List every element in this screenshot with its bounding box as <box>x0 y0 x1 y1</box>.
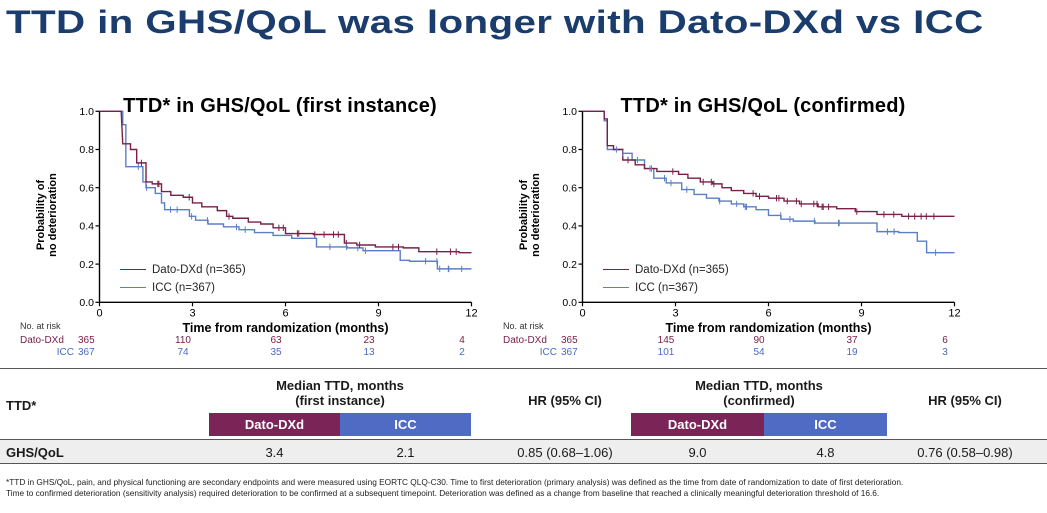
svg-text:0.6: 0.6 <box>79 182 94 194</box>
svg-text:3: 3 <box>189 308 195 320</box>
svg-text:0.0: 0.0 <box>79 297 94 309</box>
svg-text:1.0: 1.0 <box>79 106 94 118</box>
svg-text:6: 6 <box>282 308 288 320</box>
svg-text:0.4: 0.4 <box>79 221 94 233</box>
svg-text:9: 9 <box>858 308 864 320</box>
svg-text:12: 12 <box>465 308 477 320</box>
svg-text:0.6: 0.6 <box>562 182 577 194</box>
svg-text:0.0: 0.0 <box>562 297 577 309</box>
svg-text:0.8: 0.8 <box>79 144 94 156</box>
svg-text:1.0: 1.0 <box>562 106 577 118</box>
svg-text:0.2: 0.2 <box>562 259 577 271</box>
svg-text:3: 3 <box>672 308 678 320</box>
svg-text:12: 12 <box>948 308 960 320</box>
svg-text:9: 9 <box>375 308 381 320</box>
svg-text:0: 0 <box>96 308 102 320</box>
svg-text:0.4: 0.4 <box>562 221 577 233</box>
svg-text:0.2: 0.2 <box>79 259 94 271</box>
svg-text:0.8: 0.8 <box>562 144 577 156</box>
svg-text:0: 0 <box>579 308 585 320</box>
svg-text:6: 6 <box>765 308 771 320</box>
